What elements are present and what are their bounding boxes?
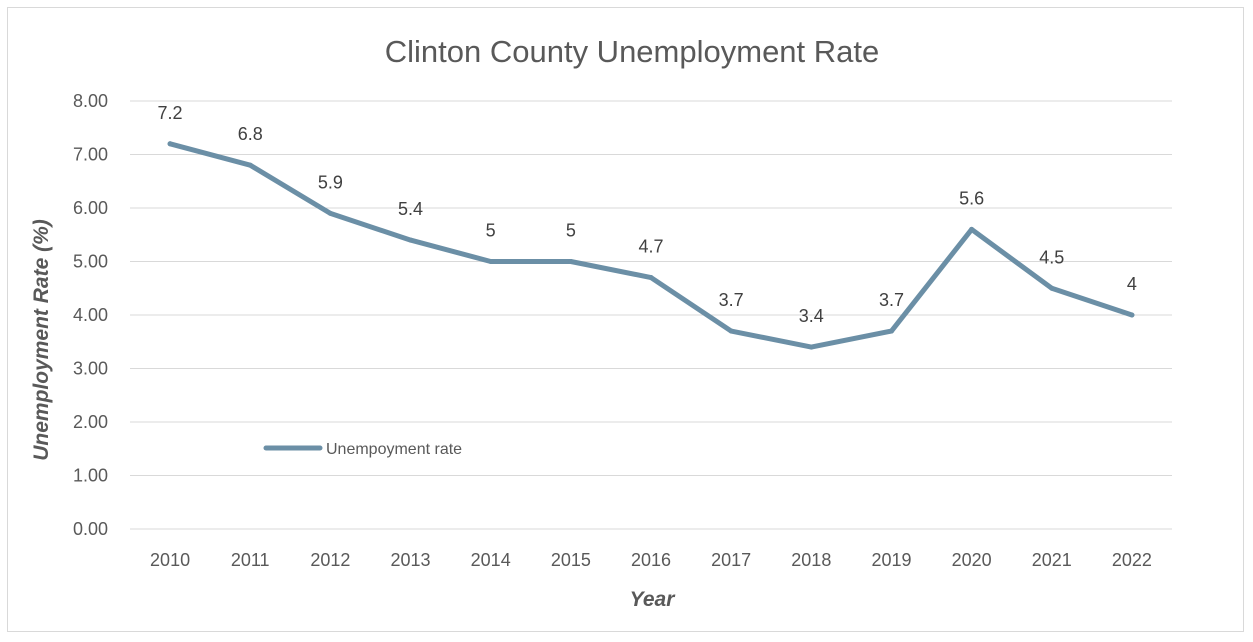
chart-title: Clinton County Unemployment Rate: [385, 34, 880, 69]
data-label: 3.7: [879, 290, 904, 310]
data-label: 4.7: [638, 237, 663, 257]
x-tick-label: 2017: [711, 550, 751, 570]
y-tick-label: 4.00: [73, 305, 108, 325]
y-axis-ticks: 0.00 1.00 2.00 3.00 4.00 5.00 6.00 7.00 8.00: [73, 91, 108, 539]
legend: Unempoyment rate: [263, 441, 462, 458]
x-tick-label: 2022: [1112, 550, 1152, 570]
data-point: [728, 328, 734, 334]
series-group: 7.2 6.8 5.9 5.4 5 5 4.7 3.7 3.4 3.7 5.6 4.5 4: [158, 103, 1137, 350]
x-tick-label: 2018: [791, 550, 831, 570]
data-label: 3.7: [719, 290, 744, 310]
data-label: 5.9: [318, 172, 343, 192]
data-label: 4: [1127, 274, 1137, 294]
y-tick-label: 8.00: [73, 91, 108, 111]
data-point: [327, 210, 333, 216]
data-point: [488, 259, 494, 264]
x-tick-label: 2012: [310, 550, 350, 570]
x-tick-label: 2010: [150, 550, 190, 570]
data-point: [568, 259, 574, 264]
x-tick-label: 2021: [1032, 550, 1072, 570]
x-tick-label: 2013: [391, 550, 431, 570]
data-label: 5.4: [398, 199, 423, 219]
x-tick-label: 2019: [871, 550, 911, 570]
legend-label: Unempoyment rate: [326, 441, 462, 458]
data-point: [247, 162, 253, 168]
data-point: [808, 344, 814, 350]
data-label: 5: [566, 221, 576, 241]
data-point: [1129, 312, 1135, 318]
y-tick-label: 6.00: [73, 198, 108, 218]
x-tick-label: 2020: [952, 550, 992, 570]
data-point: [888, 328, 894, 334]
data-point: [408, 237, 414, 243]
y-tick-label: 7.00: [73, 145, 108, 165]
chart-frame: [7, 7, 1244, 632]
data-label: 6.8: [238, 124, 263, 144]
x-axis-ticks: 2010 2011 2012 2013 2014 2015 2016 2017 2018 2019…: [150, 550, 1152, 570]
x-tick-label: 2016: [631, 550, 671, 570]
y-tick-label: 1.00: [73, 466, 108, 486]
gridlines: [130, 100, 1172, 530]
data-label: 3.4: [799, 306, 824, 326]
x-axis-title: Year: [630, 588, 677, 611]
data-label: 5: [486, 221, 496, 241]
x-tick-label: 2015: [551, 550, 591, 570]
y-tick-label: 0.00: [73, 519, 108, 539]
x-tick-label: 2014: [471, 550, 511, 570]
y-tick-label: 5.00: [73, 252, 108, 272]
data-point: [648, 275, 654, 281]
data-point: [969, 226, 975, 232]
y-tick-label: 3.00: [73, 359, 108, 379]
y-tick-label: 2.00: [73, 412, 108, 432]
data-point: [1049, 285, 1055, 291]
data-label: 7.2: [158, 103, 183, 123]
data-label: 5.6: [959, 188, 984, 208]
y-axis-title: Unemployment Rate (%): [30, 219, 53, 461]
x-tick-label: 2011: [231, 550, 270, 570]
data-point: [167, 141, 173, 147]
data-label: 4.5: [1039, 247, 1064, 267]
